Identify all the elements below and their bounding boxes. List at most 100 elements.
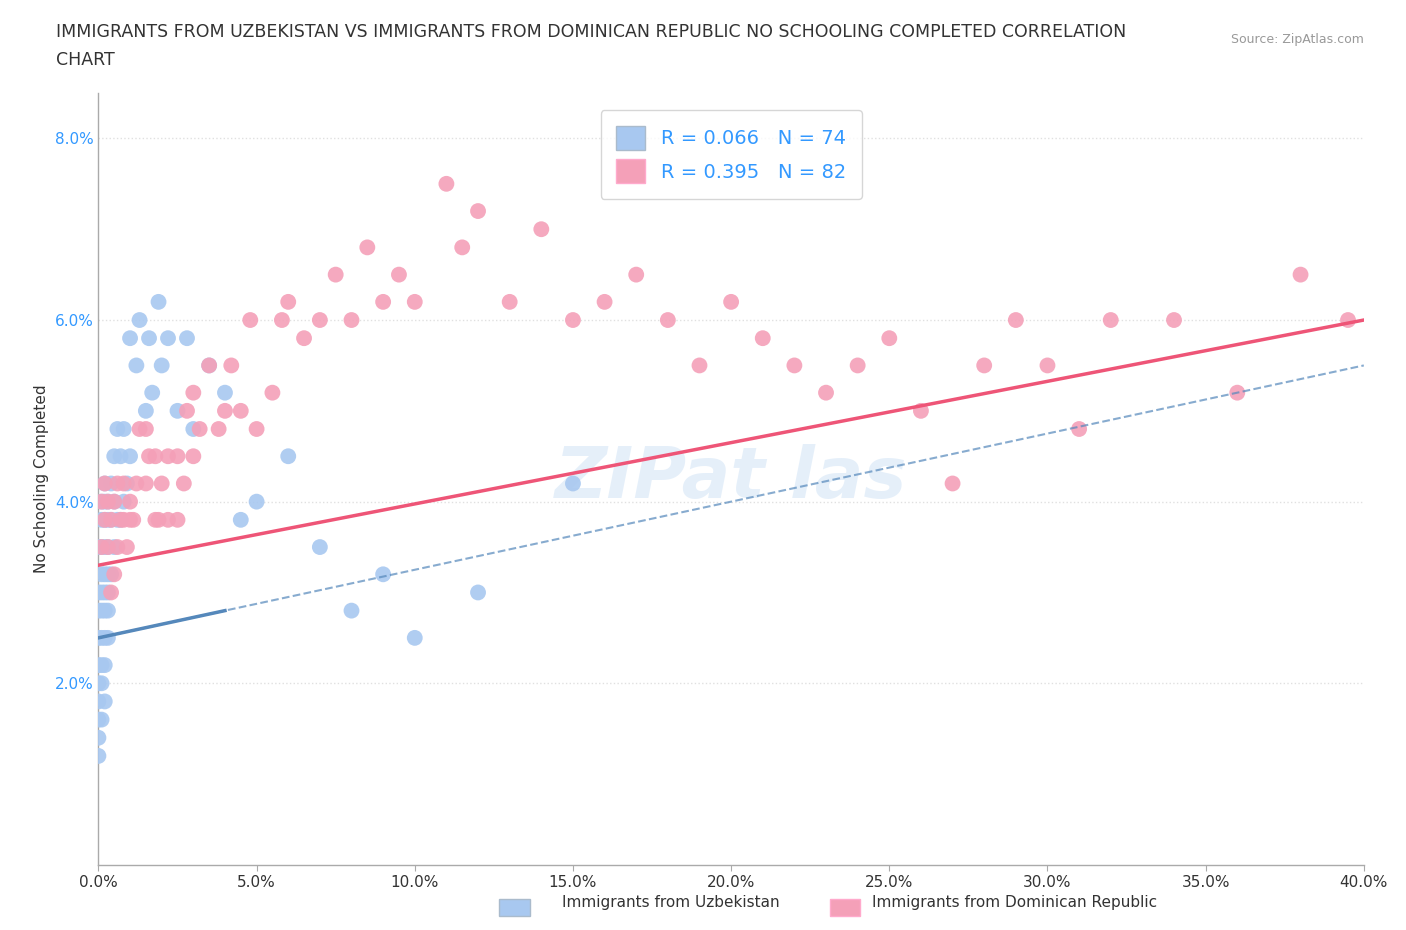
- Point: [720, 295, 742, 310]
- Point: [624, 267, 647, 282]
- Point: [87, 694, 110, 709]
- Point: [814, 385, 837, 400]
- Point: [93, 494, 117, 509]
- Point: [467, 204, 489, 219]
- Point: [229, 512, 252, 527]
- Point: [157, 331, 180, 346]
- Point: [103, 539, 125, 554]
- Point: [90, 712, 112, 727]
- Point: [141, 385, 163, 400]
- Point: [120, 449, 141, 464]
- Point: [93, 539, 117, 554]
- Y-axis label: No Schooling Completed: No Schooling Completed: [34, 385, 49, 573]
- Text: ZIPat las: ZIPat las: [555, 445, 907, 513]
- Point: [110, 512, 132, 527]
- Point: [148, 295, 170, 310]
- Point: [277, 449, 299, 464]
- Point: [120, 494, 141, 509]
- Point: [112, 476, 135, 491]
- Text: Immigrants from Uzbekistan: Immigrants from Uzbekistan: [562, 895, 780, 910]
- Point: [93, 512, 117, 527]
- Point: [128, 312, 150, 327]
- Point: [751, 331, 773, 346]
- Point: [309, 539, 332, 554]
- Point: [93, 585, 117, 600]
- Point: [90, 567, 112, 582]
- Point: [593, 295, 616, 310]
- Point: [309, 312, 332, 327]
- Point: [135, 476, 157, 491]
- Point: [87, 749, 110, 764]
- Point: [90, 604, 112, 618]
- Point: [93, 512, 117, 527]
- Point: [561, 476, 585, 491]
- Point: [1036, 358, 1059, 373]
- Point: [93, 658, 117, 672]
- Point: [1067, 421, 1090, 436]
- Point: [120, 331, 141, 346]
- Point: [87, 604, 110, 618]
- Point: [183, 449, 205, 464]
- Point: [657, 312, 679, 327]
- Point: [157, 449, 180, 464]
- Point: [404, 631, 426, 645]
- Point: [1337, 312, 1360, 327]
- Point: [107, 476, 129, 491]
- Text: Source: ZipAtlas.com: Source: ZipAtlas.com: [1230, 33, 1364, 46]
- Point: [125, 476, 148, 491]
- Point: [198, 358, 221, 373]
- Point: [183, 421, 205, 436]
- Point: [530, 221, 553, 236]
- Point: [103, 494, 125, 509]
- Point: [87, 712, 110, 727]
- Point: [188, 421, 211, 436]
- Point: [90, 512, 112, 527]
- Point: [166, 449, 188, 464]
- Point: [97, 585, 120, 600]
- Point: [93, 694, 117, 709]
- Point: [100, 512, 122, 527]
- Point: [176, 404, 198, 418]
- Point: [115, 476, 138, 491]
- Point: [183, 385, 205, 400]
- Point: [87, 730, 110, 745]
- Point: [145, 512, 166, 527]
- Point: [90, 539, 112, 554]
- Point: [910, 404, 932, 418]
- Point: [97, 539, 120, 554]
- Point: [87, 585, 110, 600]
- Point: [150, 476, 173, 491]
- Point: [208, 421, 231, 436]
- Point: [292, 331, 315, 346]
- Point: [107, 421, 129, 436]
- Point: [325, 267, 347, 282]
- Point: [1099, 312, 1122, 327]
- Point: [110, 449, 132, 464]
- Point: [87, 658, 110, 672]
- Point: [145, 449, 166, 464]
- Point: [90, 585, 112, 600]
- Point: [246, 421, 269, 436]
- Point: [90, 676, 112, 691]
- Text: Immigrants from Dominican Republic: Immigrants from Dominican Republic: [872, 895, 1157, 910]
- Point: [942, 476, 965, 491]
- Point: [103, 494, 125, 509]
- Point: [115, 539, 138, 554]
- Point: [150, 358, 173, 373]
- Point: [97, 494, 120, 509]
- Point: [166, 404, 188, 418]
- Point: [148, 512, 170, 527]
- Point: [371, 295, 394, 310]
- Point: [97, 539, 120, 554]
- Point: [93, 476, 117, 491]
- Point: [1226, 385, 1249, 400]
- Point: [112, 421, 135, 436]
- Point: [90, 494, 112, 509]
- Point: [107, 539, 129, 554]
- Point: [90, 658, 112, 672]
- Point: [103, 449, 125, 464]
- Point: [87, 631, 110, 645]
- Point: [688, 358, 710, 373]
- Point: [103, 567, 125, 582]
- Point: [173, 476, 195, 491]
